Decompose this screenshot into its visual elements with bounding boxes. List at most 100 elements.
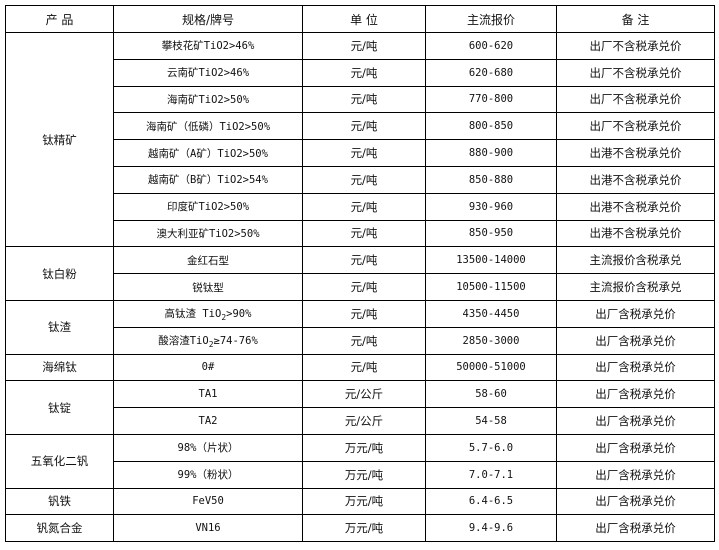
price-cell: 880-900 (425, 139, 557, 167)
note-cell: 出港不含税承兑价 (556, 219, 715, 248)
spec-text: 2 (221, 312, 227, 322)
unit-cell: 万元/吨 (302, 487, 426, 516)
header-price: 主流报价 (425, 5, 557, 33)
spec-text: 0# (201, 361, 215, 374)
note-cell: 出厂含税承兑价 (556, 433, 715, 462)
unit-cell: 万元/吨 (302, 460, 426, 489)
table-row: 钛白粉 金红石型 元/吨 13500-14000 主流报价含税承兑 (5, 246, 715, 301)
price-cell: 5.7-6.0 (425, 433, 557, 462)
spec-cell: 攀枝花矿TiO2>46% (113, 32, 303, 60)
spec-text: ≥74-76% (213, 334, 258, 347)
note-cell: 出厂含税承兑价 (556, 353, 715, 382)
price-cell: 58-60 (425, 380, 557, 409)
header-spec: 规格/牌号 (113, 5, 303, 33)
unit-cell: 元/吨 (302, 299, 426, 328)
product-cell: 钛精矿 (5, 31, 114, 248)
spec-text: TA2 (198, 415, 218, 428)
spec-text: TA1 (198, 388, 218, 401)
spec-cell: 印度矿TiO2>50% (113, 192, 303, 221)
spec-cell: VN16 (113, 514, 303, 543)
unit-cell: 元/公斤 (302, 407, 426, 435)
spec-text: VN16 (195, 522, 221, 535)
note-cell: 出港不含税承兑价 (556, 165, 715, 194)
table-row: 钛精矿 攀枝花矿TiO2>46% 元/吨 600-620 出厂不含税承兑价 (5, 31, 715, 248)
price-cell: 850-880 (425, 165, 557, 194)
note-cell: 出厂不含税承兑价 (556, 85, 715, 114)
spec-text: 越南矿（A矿）TiO2>50% (148, 147, 268, 160)
note-cell: 出厂含税承兑价 (556, 407, 715, 435)
header-row: 产 品 规格/牌号 单 位 主流报价 备 注 (5, 5, 715, 33)
spec-cell: 海南矿（低磷）TiO2>50% (113, 112, 303, 141)
product-cell: 钒铁 (5, 487, 114, 516)
spec-text: 云南矿TiO2>46% (166, 67, 250, 80)
table-row: 五氧化二钒 98%（片状） 万元/吨 5.7-6.0 出厂含税承兑价 (5, 433, 715, 489)
product-cell: 海绵钛 (5, 353, 114, 382)
spec-cell: 海南矿TiO2>50% (113, 85, 303, 114)
spec-cell: 酸溶渣TiO2≥74-76% (113, 326, 303, 355)
unit-cell: 元/吨 (302, 192, 426, 221)
unit-cell: 元/吨 (302, 326, 426, 355)
spec-cell: FeV50 (113, 487, 303, 516)
spec-text: 酸溶渣TiO (158, 334, 209, 347)
spec-text: 海南矿TiO2>50% (166, 93, 250, 106)
spec-cell: 云南矿TiO2>46% (113, 58, 303, 87)
table-row: 钒铁 FeV50 万元/吨 6.4-6.5 出厂含税承兑价 (5, 487, 715, 516)
spec-text: 高钛渣 TiO (164, 307, 222, 320)
table-row: 锐钛型 元/吨 10500-11500 主流报价含税承兑 (6, 273, 715, 301)
price-cell: 10500-11500 (425, 273, 557, 301)
spec-cell: 越南矿（A矿）TiO2>50% (113, 139, 303, 167)
table-row: 钒氮合金 VN16 万元/吨 9.4-9.6 出厂含税承兑价 (5, 514, 715, 543)
spec-text: 锐钛型 (192, 281, 224, 294)
spec-text: FeV50 (192, 495, 224, 508)
note-cell: 出厂含税承兑价 (556, 514, 715, 543)
product-cell: 钒氮合金 (5, 514, 114, 543)
price-cell: 50000-51000 (425, 353, 557, 382)
spec-text: 印度矿TiO2>50% (166, 201, 250, 214)
price-cell: 850-950 (425, 219, 557, 248)
spec-cell: 金红石型 (113, 246, 303, 275)
note-cell: 出港不含税承兑价 (556, 139, 715, 167)
spec-cell: 澳大利亚矿TiO2>50% (113, 219, 303, 248)
note-cell: 主流报价含税承兑 (556, 273, 715, 301)
spec-text: 攀枝花矿TiO2>46% (161, 40, 255, 53)
unit-cell: 元/吨 (302, 85, 426, 114)
spec-text: 99%（粉状） (177, 469, 239, 482)
note-cell: 出厂不含税承兑价 (556, 112, 715, 141)
table-row: 海南矿TiO2>50% 元/吨 770-800 出厂不含税承兑价 (6, 85, 715, 114)
unit-cell: 万元/吨 (302, 514, 426, 543)
price-cell: 7.0-7.1 (425, 460, 557, 489)
note-cell: 出港不含税承兑价 (556, 192, 715, 221)
spec-text: 越南矿（B矿）TiO2>54% (148, 174, 268, 187)
spec-text: 澳大利亚矿TiO2>50% (156, 227, 260, 240)
price-cell: 600-620 (425, 32, 557, 60)
header-unit: 单 位 (302, 5, 426, 33)
spec-text: >90% (226, 307, 252, 320)
price-cell: 4350-4450 (425, 299, 557, 328)
spec-text: 海南矿（低磷）TiO2>50% (145, 120, 271, 133)
price-table: 产 品 规格/牌号 单 位 主流报价 备 注 钛精矿 攀枝花矿TiO2>46% 元/… (5, 5, 715, 543)
spec-text: 98%（片状） (177, 442, 239, 455)
unit-cell: 元/吨 (302, 165, 426, 194)
note-cell: 出厂含税承兑价 (556, 299, 715, 328)
price-cell: 9.4-9.6 (425, 514, 557, 543)
unit-cell: 元/吨 (302, 273, 426, 301)
note-cell: 出厂含税承兑价 (556, 460, 715, 489)
unit-cell: 元/吨 (302, 246, 426, 275)
table-row: TA2 元/公斤 54-58 出厂含税承兑价 (6, 407, 715, 435)
header-note: 备 注 (556, 5, 715, 33)
price-cell: 6.4-6.5 (425, 487, 557, 516)
price-cell: 2850-3000 (425, 326, 557, 355)
unit-cell: 元/吨 (302, 353, 426, 382)
product-cell: 钛白粉 (5, 246, 114, 301)
header-product: 产 品 (5, 5, 114, 33)
table-row: 海绵钛 0# 元/吨 50000-51000 出厂含税承兑价 (5, 353, 715, 382)
table-row: 澳大利亚矿TiO2>50% 元/吨 850-950 出港不含税承兑价 (6, 219, 715, 248)
spec-cell: 高钛渣 TiO2>90% (113, 299, 303, 328)
note-cell: 主流报价含税承兑 (556, 246, 715, 275)
product-cell: 钛锭 (5, 380, 114, 435)
note-cell: 出厂不含税承兑价 (556, 58, 715, 87)
table-row: 印度矿TiO2>50% 元/吨 930-960 出港不含税承兑价 (6, 192, 715, 221)
price-cell: 800-850 (425, 112, 557, 141)
spec-cell: 锐钛型 (113, 273, 303, 301)
price-cell: 13500-14000 (425, 246, 557, 275)
